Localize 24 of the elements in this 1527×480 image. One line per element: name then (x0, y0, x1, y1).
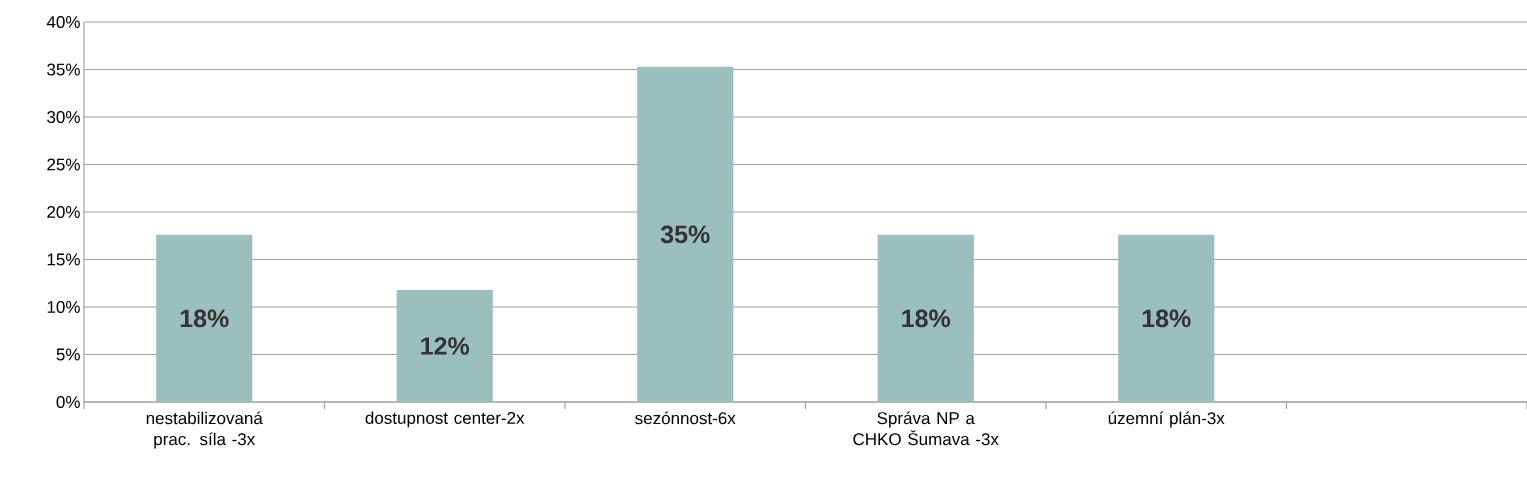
data-label: 12% (421, 337, 470, 355)
data-label: 18% (1142, 309, 1191, 328)
y-tick-label: 40% (46, 15, 80, 29)
bar (396, 289, 493, 402)
bar (877, 234, 974, 402)
data-label: 35% (660, 225, 710, 244)
bar (1118, 234, 1215, 402)
bar (637, 66, 734, 402)
bar (156, 234, 253, 402)
y-tick-label: 0% (56, 395, 80, 409)
x-tick-label: sezónnost-6x (635, 411, 736, 425)
y-tick-label: 30% (47, 110, 80, 124)
y-tick-label: 25% (47, 158, 80, 171)
x-tick-label: územní plán-3x (1108, 411, 1225, 428)
y-tick-label: 35% (47, 63, 80, 76)
y-tick-label: 10% (47, 300, 80, 314)
x-tick-label: dostupnost center-2x (365, 411, 525, 428)
y-tick-label: 15% (47, 253, 80, 266)
y-tick-label: 5% (56, 348, 80, 361)
x-tick-label: Správa NP a CHKO Šumava -3x (853, 411, 999, 446)
data-label: 18% (180, 309, 229, 328)
x-tick-label: nestabilizovaná prac. síla -3x (146, 411, 263, 449)
y-tick-label: 20% (47, 205, 80, 219)
data-label: 18% (902, 309, 951, 328)
